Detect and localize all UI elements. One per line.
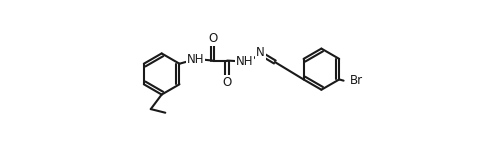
Text: NH: NH <box>186 53 204 66</box>
Text: N: N <box>256 46 264 59</box>
Text: Br: Br <box>350 74 364 87</box>
Text: O: O <box>222 76 232 89</box>
Text: O: O <box>208 32 218 45</box>
Text: NH: NH <box>236 55 254 68</box>
